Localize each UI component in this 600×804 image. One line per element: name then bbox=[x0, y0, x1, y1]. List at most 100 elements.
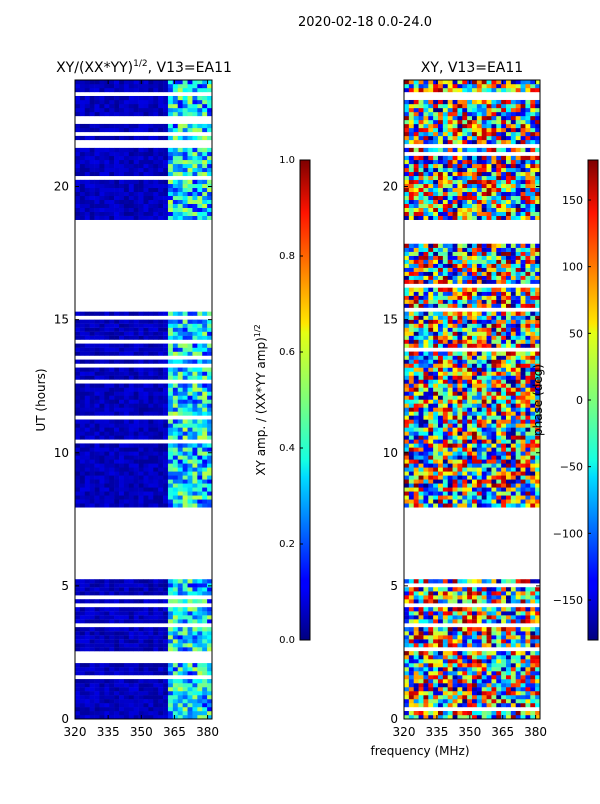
heatmap-cell bbox=[114, 479, 119, 483]
heatmap-cell bbox=[521, 587, 526, 591]
heatmap-cell bbox=[448, 356, 453, 360]
heatmap-cell bbox=[104, 360, 109, 364]
heatmap-cell bbox=[114, 184, 119, 188]
heatmap-cell bbox=[525, 400, 530, 404]
heatmap-cell bbox=[80, 411, 85, 415]
heatmap-cell bbox=[114, 88, 119, 92]
heatmap-cell bbox=[472, 431, 477, 435]
heatmap-cell bbox=[419, 691, 424, 695]
heatmap-cell bbox=[144, 423, 149, 427]
heatmap-cell bbox=[129, 112, 134, 116]
heatmap-cell bbox=[428, 340, 433, 344]
heatmap-cell bbox=[99, 100, 104, 104]
heatmap-cell bbox=[188, 479, 193, 483]
heatmap-cell bbox=[482, 356, 487, 360]
heatmap-cell bbox=[428, 643, 433, 647]
heatmap-cell bbox=[423, 376, 428, 380]
heatmap-cell bbox=[511, 667, 516, 671]
heatmap-cell bbox=[139, 348, 144, 352]
heatmap-cell bbox=[525, 316, 530, 320]
heatmap-cell bbox=[153, 447, 158, 451]
heatmap-cell bbox=[75, 687, 80, 691]
heatmap-cell bbox=[109, 491, 114, 495]
heatmap-cell bbox=[158, 703, 163, 707]
heatmap-cell bbox=[119, 419, 124, 423]
heatmap-cell bbox=[188, 324, 193, 328]
heatmap-cell bbox=[80, 443, 85, 447]
heatmap-cell bbox=[414, 631, 419, 635]
heatmap-cell bbox=[90, 388, 95, 392]
heatmap-cell bbox=[90, 419, 95, 423]
heatmap-cell bbox=[487, 487, 492, 491]
heatmap-cell bbox=[188, 208, 193, 212]
heatmap-cell bbox=[148, 212, 153, 216]
heatmap-cell bbox=[197, 352, 202, 356]
heatmap-cell bbox=[129, 495, 134, 499]
heatmap-cell bbox=[462, 423, 467, 427]
heatmap-cell bbox=[428, 615, 433, 619]
heatmap-cell bbox=[153, 619, 158, 623]
heatmap-cell bbox=[144, 360, 149, 364]
heatmap-cell bbox=[487, 659, 492, 663]
heatmap-cell bbox=[197, 711, 202, 715]
heatmap-cell bbox=[516, 599, 521, 603]
heatmap-cell bbox=[80, 403, 85, 407]
heatmap-cell bbox=[404, 392, 409, 396]
heatmap-cell bbox=[506, 411, 511, 415]
heatmap-cell bbox=[202, 503, 207, 507]
heatmap-cell bbox=[525, 591, 530, 595]
heatmap-cell bbox=[414, 619, 419, 623]
heatmap-cell bbox=[183, 160, 188, 164]
heatmap-cell bbox=[192, 611, 197, 615]
heatmap-cell bbox=[521, 332, 526, 336]
heatmap-cell bbox=[487, 479, 492, 483]
heatmap-cell bbox=[188, 471, 193, 475]
heatmap-cell bbox=[75, 160, 80, 164]
heatmap-cell bbox=[114, 483, 119, 487]
heatmap-cell bbox=[90, 599, 95, 603]
heatmap-cell bbox=[119, 435, 124, 439]
heatmap-cell bbox=[404, 324, 409, 328]
heatmap-cell bbox=[423, 360, 428, 364]
heatmap-cell bbox=[153, 156, 158, 160]
heatmap-cell bbox=[85, 384, 90, 388]
heatmap-cell bbox=[158, 579, 163, 583]
heatmap-cell bbox=[501, 407, 506, 411]
heatmap-cell bbox=[148, 148, 153, 152]
heatmap-cell bbox=[457, 344, 462, 348]
heatmap-cell bbox=[462, 344, 467, 348]
heatmap-cell bbox=[521, 687, 526, 691]
heatmap-cell bbox=[148, 619, 153, 623]
heatmap-cell bbox=[144, 172, 149, 176]
heatmap-cell bbox=[178, 168, 183, 172]
heatmap-cell bbox=[114, 164, 119, 168]
heatmap-cell bbox=[114, 384, 119, 388]
heatmap-cell bbox=[183, 216, 188, 220]
heatmap-cell bbox=[109, 411, 114, 415]
heatmap-cell bbox=[104, 168, 109, 172]
heatmap-cell bbox=[90, 443, 95, 447]
heatmap-cell bbox=[80, 388, 85, 392]
heatmap-cell bbox=[521, 447, 526, 451]
heatmap-cell bbox=[183, 643, 188, 647]
heatmap-cell bbox=[183, 587, 188, 591]
heatmap-cell bbox=[487, 332, 492, 336]
heatmap-cell bbox=[453, 463, 458, 467]
heatmap-cell bbox=[173, 344, 178, 348]
heatmap-cell bbox=[521, 615, 526, 619]
heatmap-cell bbox=[525, 419, 530, 423]
heatmap-cell bbox=[457, 403, 462, 407]
heatmap-cell bbox=[183, 184, 188, 188]
heatmap-cell bbox=[197, 455, 202, 459]
heatmap-cell bbox=[506, 491, 511, 495]
heatmap-cell bbox=[95, 407, 100, 411]
heatmap-cell bbox=[129, 192, 134, 196]
heatmap-cell bbox=[183, 707, 188, 711]
heatmap-cell bbox=[462, 651, 467, 655]
heatmap-cell bbox=[85, 156, 90, 160]
heatmap-cell bbox=[99, 459, 104, 463]
heatmap-cell bbox=[521, 459, 526, 463]
heatmap-cell bbox=[90, 180, 95, 184]
heatmap-cell bbox=[438, 304, 443, 308]
heatmap-cell bbox=[472, 344, 477, 348]
